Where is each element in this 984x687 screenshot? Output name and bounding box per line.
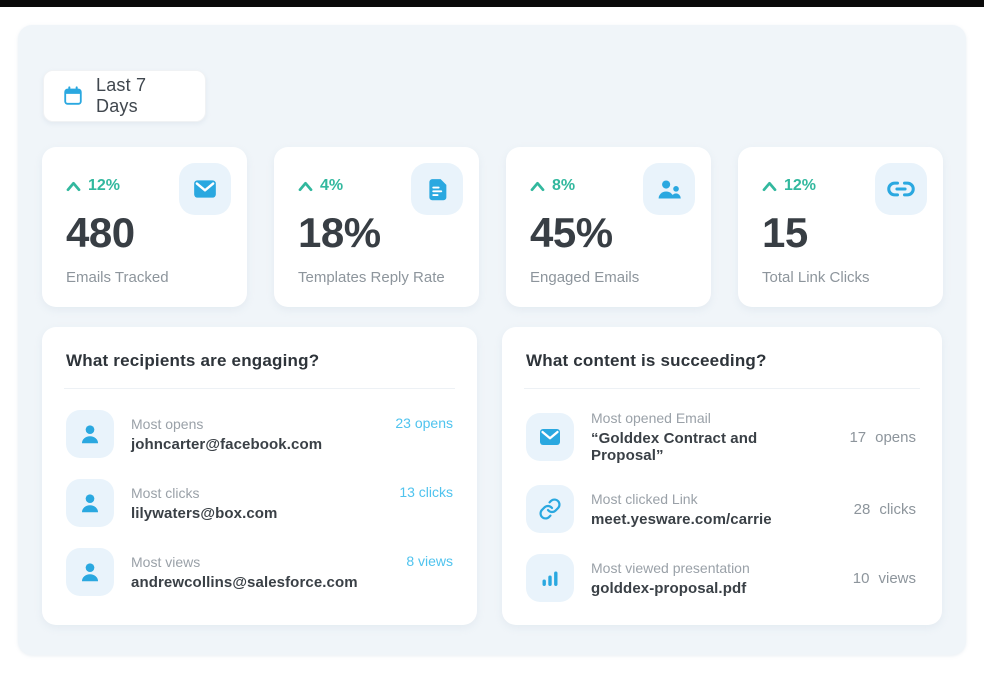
person-avatar-icon (66, 548, 114, 596)
dashboard-canvas: Last 7 Days 12% 480 Emails Tracked 4% (18, 25, 966, 655)
stat-value: 45% (530, 209, 613, 256)
bar-chart-icon (526, 554, 574, 602)
row-value: johncarter@facebook.com (131, 435, 323, 453)
recipients-panel: What recipients are engaging? Most opens… (42, 327, 477, 625)
stat-card-engaged-emails[interactable]: 8% 45% Engaged Emails (506, 147, 711, 307)
stat-card-templates-reply-rate[interactable]: 4% 18% Templates Reply Rate (274, 147, 479, 307)
trend-up-icon (530, 181, 545, 191)
row-count[interactable]: 8 views (406, 553, 453, 569)
person-avatar-icon (66, 410, 114, 458)
stat-value: 480 (66, 209, 135, 256)
stat-label: Templates Reply Rate (298, 269, 445, 286)
envelope-icon (526, 413, 574, 461)
recipient-row-most-clicks[interactable]: Most clicks lilywaters@box.com 13 clicks (66, 479, 453, 527)
row-value: lilywaters@box.com (131, 504, 278, 522)
row-count[interactable]: 13 clicks (399, 484, 453, 500)
trend-indicator: 12% (66, 177, 225, 195)
trend-up-icon (66, 181, 81, 191)
row-count[interactable]: 23 opens (395, 415, 453, 431)
stat-label: Total Link Clicks (762, 269, 870, 286)
stat-value: 18% (298, 209, 381, 256)
stat-label: Engaged Emails (530, 269, 640, 286)
row-count: 10 views (853, 570, 916, 587)
row-label: Most views (131, 553, 201, 570)
trend-value: 12% (88, 177, 121, 194)
window-top-edge (0, 0, 984, 7)
content-row-most-viewed-presentation[interactable]: Most viewed presentation golddex-proposa… (526, 554, 918, 602)
trend-value: 4% (320, 177, 344, 194)
stat-card-total-link-clicks[interactable]: 12% 15 Total Link Clicks (738, 147, 943, 307)
recipients-panel-title: What recipients are engaging? (66, 351, 320, 370)
trend-value: 12% (784, 177, 817, 194)
row-value: meet.yesware.com/carrie (591, 510, 772, 528)
row-count: 17 opens (849, 429, 916, 446)
stat-label: Emails Tracked (66, 269, 169, 286)
date-range-label: Last 7 Days (96, 75, 147, 116)
count-unit: opens (875, 428, 916, 446)
count-number: 10 (852, 569, 870, 587)
link-icon (526, 485, 574, 533)
content-row-most-clicked-link[interactable]: Most clicked Link meet.yesware.com/carri… (526, 485, 918, 533)
person-avatar-icon (66, 479, 114, 527)
row-label: Most opened Email (591, 410, 711, 426)
date-range-button[interactable]: Last 7 Days (43, 70, 206, 122)
row-label: Most opens (131, 415, 204, 432)
row-label: Most viewed presentation (591, 559, 750, 576)
row-label: Most clicked Link (591, 490, 698, 507)
panels-row: What recipients are engaging? Most opens… (42, 327, 942, 625)
count-unit: clicks (879, 500, 916, 518)
calendar-icon (62, 85, 84, 107)
stat-card-emails-tracked[interactable]: 12% 480 Emails Tracked (42, 147, 247, 307)
content-panel: What content is succeeding? Most opened … (502, 327, 942, 625)
trend-indicator: 12% (762, 177, 921, 195)
divider (64, 388, 455, 389)
count-number: 28 (853, 500, 871, 518)
recipient-row-most-opens[interactable]: Most opens johncarter@facebook.com 23 op… (66, 410, 453, 458)
count-unit: views (878, 569, 916, 587)
chain-link-icon (875, 163, 927, 215)
content-panel-title: What content is succeeding? (526, 351, 767, 370)
trend-up-icon (298, 181, 313, 191)
trend-indicator: 4% (298, 177, 457, 195)
row-value: golddex-proposal.pdf (591, 579, 747, 597)
count-number: 17 (849, 428, 867, 446)
stat-value: 15 (762, 209, 808, 256)
divider (524, 388, 920, 389)
trend-indicator: 8% (530, 177, 689, 195)
envelope-icon (179, 163, 231, 215)
trend-up-icon (762, 181, 777, 191)
stats-row: 12% 480 Emails Tracked 4% (42, 147, 943, 307)
content-row-most-opened-email[interactable]: Most opened Email “Golddex Contract and … (526, 410, 918, 464)
people-icon (643, 163, 695, 215)
row-label: Most clicks (131, 484, 200, 501)
recipient-row-most-views[interactable]: Most views andrewcollins@salesforce.com … (66, 548, 453, 596)
row-value: andrewcollins@salesforce.com (131, 573, 358, 591)
row-count: 28 clicks (854, 501, 916, 518)
trend-value: 8% (552, 177, 576, 194)
document-icon (411, 163, 463, 215)
row-value: “Golddex Contract and Proposal” (591, 430, 758, 464)
